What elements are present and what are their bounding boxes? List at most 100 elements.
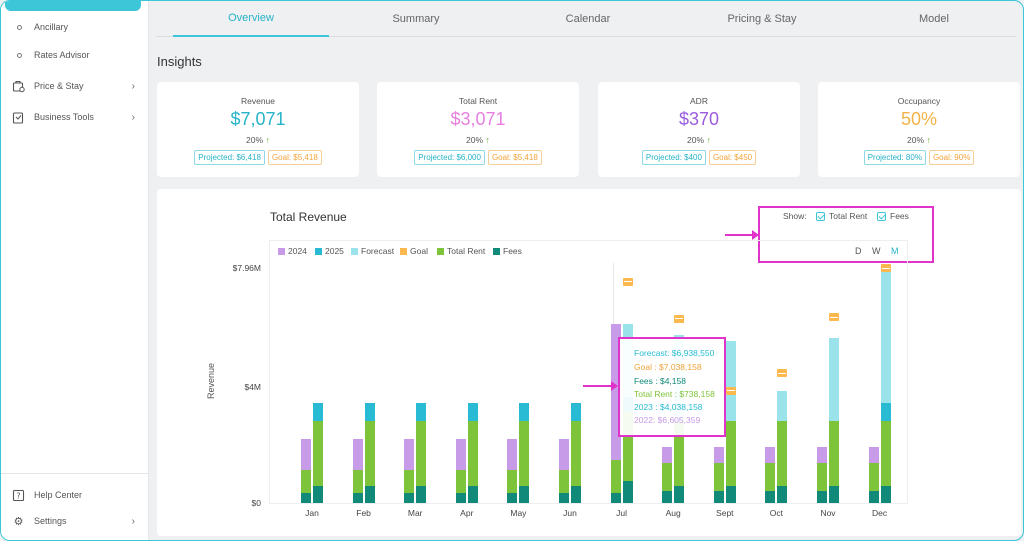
bar-2024-total-rent[interactable] (713, 463, 724, 491)
sidebar-item-settings[interactable]: ⚙ Settings › (1, 509, 149, 533)
bar-2024[interactable] (559, 439, 569, 471)
bar-2025-fees[interactable] (829, 486, 839, 503)
sidebar-item-ancillary[interactable]: Ancillary (1, 15, 149, 39)
legend-item-2024[interactable]: 2024 (278, 246, 307, 256)
bar-2024-fees[interactable] (352, 493, 363, 503)
bar-2024[interactable] (352, 439, 363, 471)
bar-2024-fees[interactable] (455, 493, 466, 503)
bar-2025-fees[interactable] (416, 486, 427, 503)
bar-2024[interactable] (301, 439, 311, 471)
bar-2024[interactable] (713, 446, 724, 464)
goal-marker[interactable] (674, 314, 685, 323)
bar-2025-total-rent[interactable] (880, 420, 891, 487)
bar-2025[interactable] (880, 403, 891, 421)
bar-2025[interactable] (313, 403, 323, 421)
bar-2025-fees[interactable] (571, 486, 581, 503)
bar-2024-fees[interactable] (817, 490, 827, 503)
bar-forecast[interactable] (725, 341, 736, 421)
bar-2025-fees[interactable] (622, 480, 633, 503)
bar-2024-total-rent[interactable] (817, 463, 827, 491)
sidebar-item-rates-advisor[interactable]: Rates Advisor (1, 43, 149, 67)
bar-2025-fees[interactable] (777, 486, 788, 503)
bar-2025-fees[interactable] (467, 486, 478, 503)
checkbox-checked-icon[interactable] (877, 211, 886, 221)
bar-2025-total-rent[interactable] (467, 420, 478, 487)
bar-forecast[interactable] (880, 270, 891, 404)
bar-2025-fees[interactable] (725, 486, 736, 503)
legend-item-goal[interactable]: Goal (400, 246, 428, 256)
bar-2025-total-rent[interactable] (674, 420, 685, 487)
bar-2025-fees[interactable] (880, 486, 891, 503)
goal-marker[interactable] (622, 277, 633, 286)
sidebar-active-item[interactable] (5, 1, 141, 11)
bar-2025-fees[interactable] (364, 486, 375, 503)
sidebar-item-help-center[interactable]: ? Help Center (1, 483, 149, 507)
bar-2024[interactable] (404, 439, 415, 471)
bar-2025[interactable] (416, 403, 427, 421)
bar-2025[interactable] (467, 403, 478, 421)
bar-2025-total-rent[interactable] (829, 420, 839, 487)
tab-pricing-stay[interactable]: Pricing & Stay (727, 13, 797, 25)
bar-2024-fees[interactable] (765, 490, 776, 503)
bar-2025-fees[interactable] (674, 486, 685, 503)
bar-2024-total-rent[interactable] (301, 470, 311, 494)
sidebar-item-price-stay[interactable]: Price & Stay › (1, 74, 149, 98)
bar-2025-total-rent[interactable] (622, 412, 633, 481)
bar-2024[interactable] (507, 439, 518, 471)
period-week-button[interactable]: W (872, 246, 881, 256)
goal-marker[interactable] (880, 264, 891, 272)
bar-2024[interactable] (662, 446, 673, 464)
bar-2025-total-rent[interactable] (777, 420, 788, 487)
legend-item-2025[interactable]: 2025 (315, 246, 344, 256)
bar-2024-total-rent[interactable] (765, 463, 776, 491)
bar-2025-fees[interactable] (313, 486, 323, 503)
legend-item-total-rent[interactable]: Total Rent (437, 246, 485, 256)
bar-2024-total-rent[interactable] (662, 463, 673, 491)
bar-2024-total-rent[interactable] (559, 470, 569, 494)
bar-2024-total-rent[interactable] (404, 470, 415, 494)
checkbox-checked-icon[interactable] (816, 211, 825, 221)
bar-2025-total-rent[interactable] (416, 420, 427, 487)
period-month-button[interactable]: M (891, 246, 899, 256)
tab-overview[interactable]: Overview (173, 1, 329, 37)
toggle-fees[interactable]: Fees (877, 211, 909, 221)
goal-marker[interactable] (725, 386, 736, 395)
bar-2024-total-rent[interactable] (352, 470, 363, 494)
bar-2025-total-rent[interactable] (519, 420, 530, 487)
bar-2025[interactable] (519, 403, 530, 421)
sidebar-item-business-tools[interactable]: Business Tools › (1, 105, 149, 129)
goal-marker[interactable] (829, 313, 839, 321)
bar-2024[interactable] (455, 439, 466, 471)
legend-item-forecast[interactable]: Forecast (351, 246, 394, 256)
bar-2024-fees[interactable] (610, 493, 621, 503)
tab-model[interactable]: Model (919, 13, 949, 25)
period-day-button[interactable]: D (855, 246, 862, 256)
bar-2024[interactable] (765, 446, 776, 464)
bar-2025[interactable] (571, 403, 581, 421)
bar-2024-total-rent[interactable] (455, 470, 466, 494)
bar-2025-total-rent[interactable] (364, 420, 375, 487)
legend-item-fees[interactable]: Fees (493, 246, 522, 256)
bar-2024-fees[interactable] (713, 490, 724, 503)
bar-2024-fees[interactable] (301, 493, 311, 503)
tab-summary[interactable]: Summary (392, 13, 440, 25)
bar-2024[interactable] (868, 446, 879, 464)
bar-2024-total-rent[interactable] (868, 463, 879, 491)
bar-2025-total-rent[interactable] (313, 420, 323, 487)
bar-2024-total-rent[interactable] (610, 460, 621, 494)
bar-2024[interactable] (610, 324, 621, 461)
bar-2025-total-rent[interactable] (571, 420, 581, 487)
bar-2024-total-rent[interactable] (507, 470, 518, 494)
bar-forecast[interactable] (829, 338, 839, 421)
bar-2024-fees[interactable] (404, 493, 415, 503)
bar-forecast[interactable] (777, 391, 788, 421)
bar-2025-total-rent[interactable] (725, 420, 736, 487)
bar-2025-fees[interactable] (519, 486, 530, 503)
bar-2024-fees[interactable] (868, 490, 879, 503)
tab-calendar[interactable]: Calendar (565, 13, 611, 25)
bar-2024-fees[interactable] (662, 490, 673, 503)
bar-2024-fees[interactable] (559, 493, 569, 503)
bar-2025[interactable] (364, 403, 375, 421)
bar-2024[interactable] (817, 446, 827, 464)
bar-2024-fees[interactable] (507, 493, 518, 503)
